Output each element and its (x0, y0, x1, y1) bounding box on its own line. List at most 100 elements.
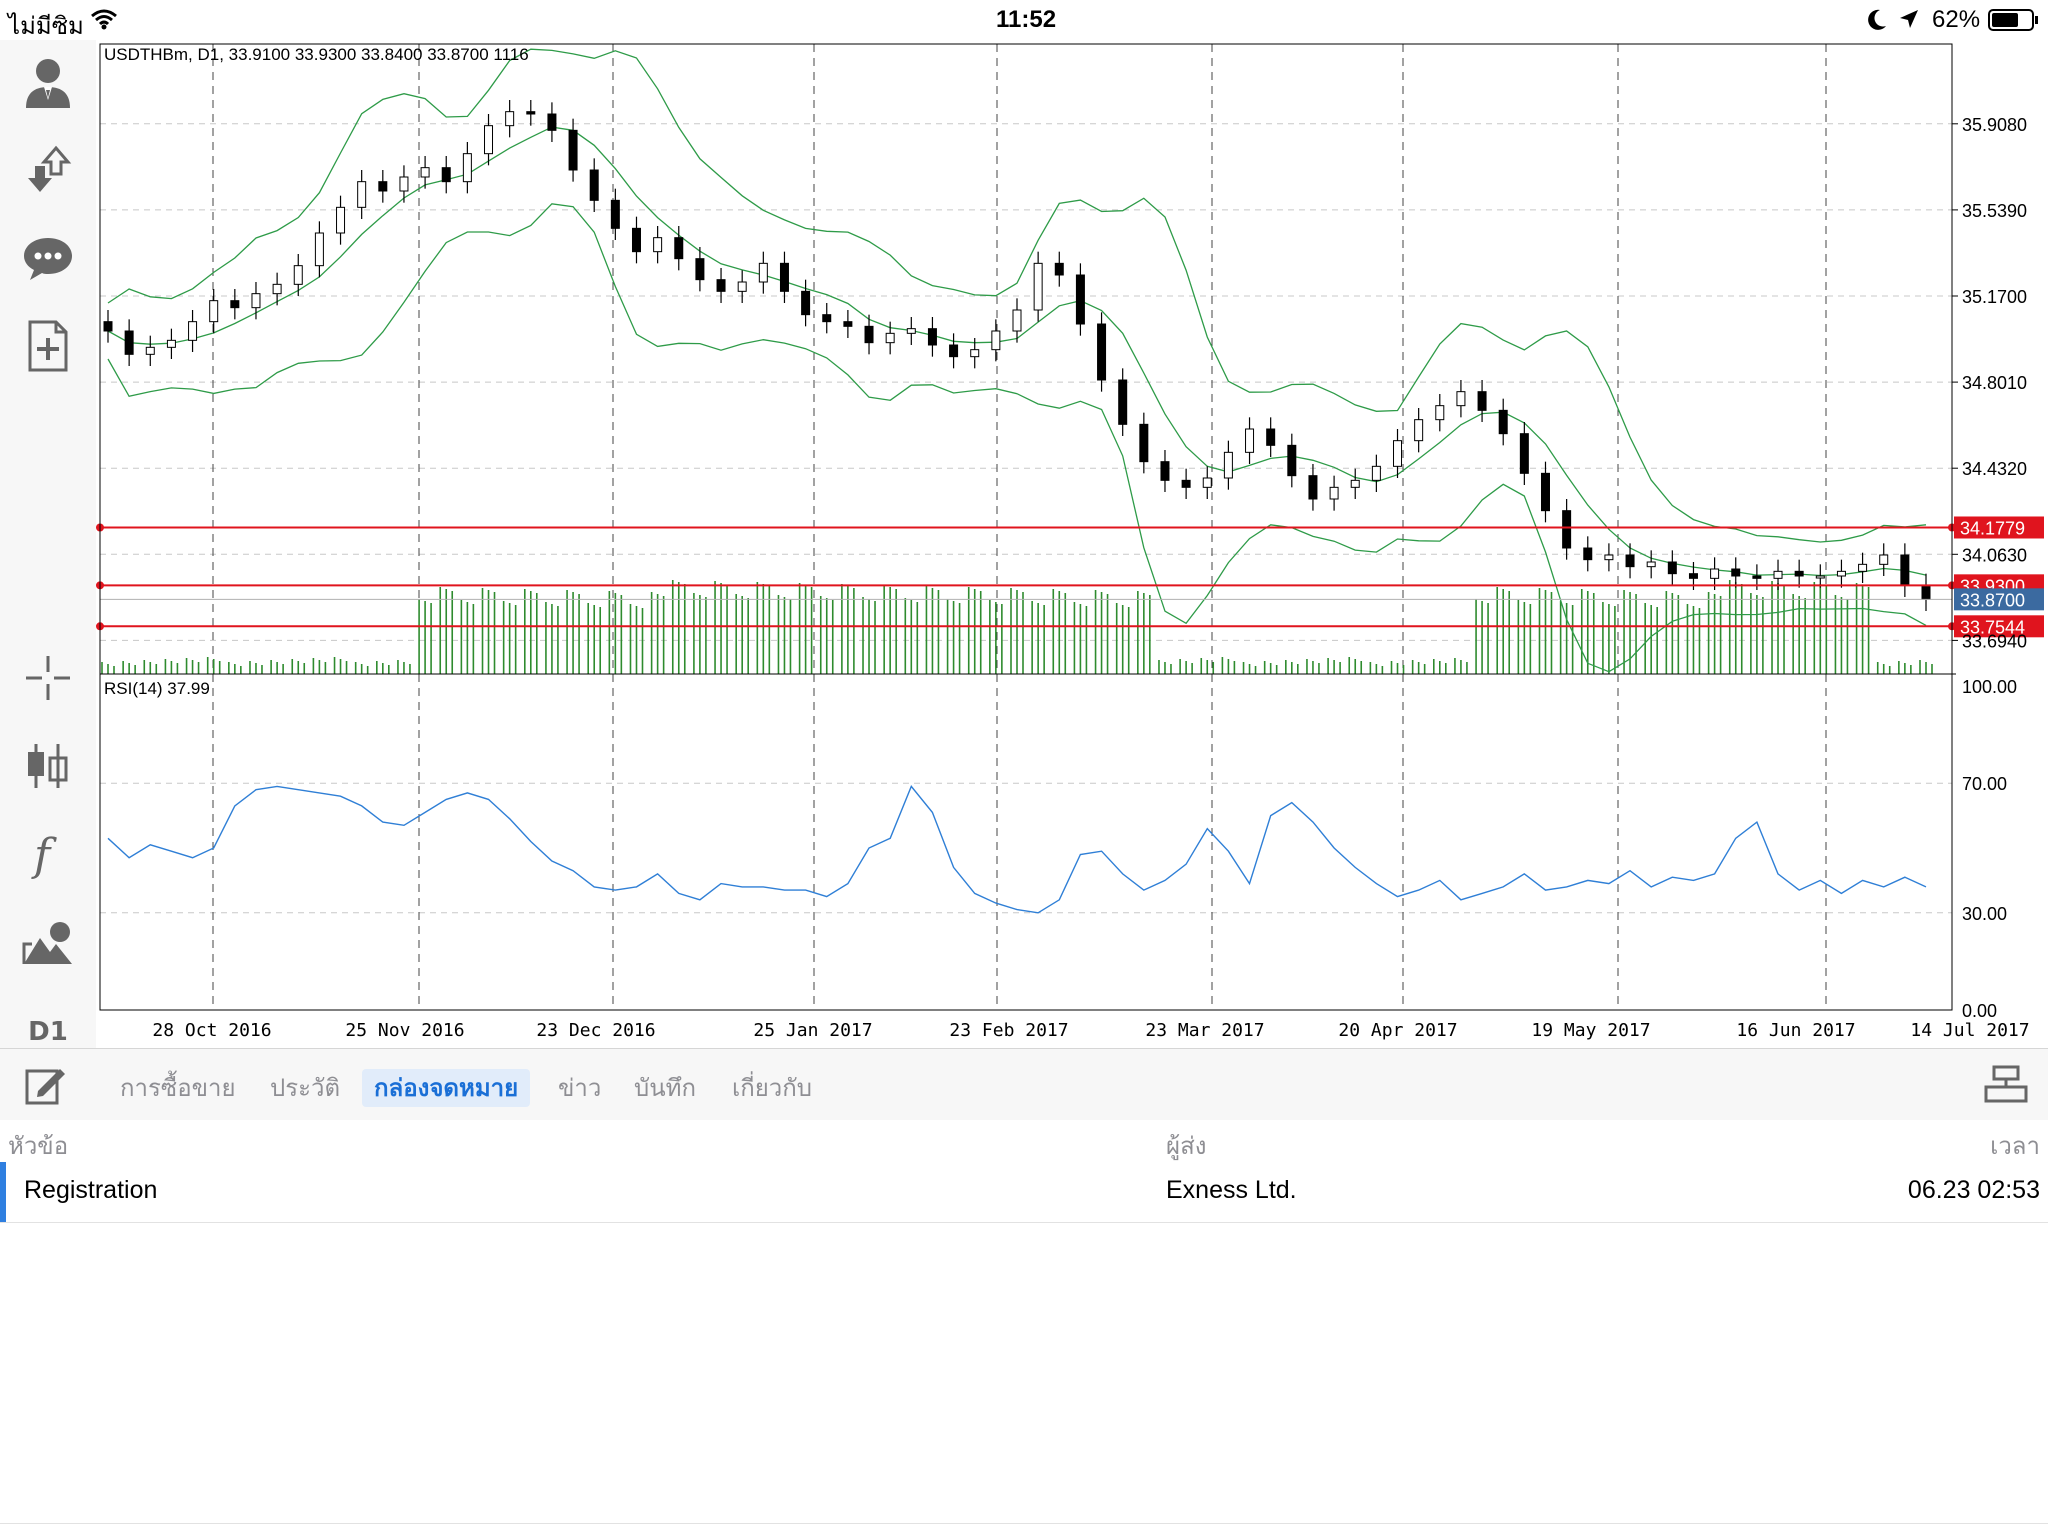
candle-body (166, 339, 176, 348)
candle-body (568, 129, 578, 171)
indicators-button[interactable]: f (18, 826, 78, 886)
account-button[interactable] (18, 54, 78, 114)
svg-text:f: f (31, 830, 57, 881)
candle-body (1287, 444, 1297, 477)
empty-row (0, 1463, 2048, 1524)
crosshair-icon (20, 650, 76, 710)
candle-body (145, 346, 155, 355)
rsi-header: RSI(14) 37.99 (104, 679, 210, 698)
candle-body (631, 227, 641, 253)
candle-body (801, 290, 811, 316)
tab-0[interactable]: การซื้อขาย (120, 1074, 236, 1102)
band-upper (107, 48, 1927, 543)
rsi-path (107, 785, 1927, 914)
date-tick-label: 23 Feb 2017 (949, 1020, 1068, 1041)
price-label-box (1954, 588, 2044, 611)
new-order-button[interactable] (18, 318, 78, 378)
location-icon (1898, 8, 1920, 36)
candle-body (1773, 570, 1783, 579)
mail-subject: Registration (24, 1176, 158, 1204)
candle-body (1202, 477, 1212, 488)
battery-icon (1988, 8, 2040, 36)
candle-body (1879, 554, 1889, 565)
candle-body (1308, 475, 1318, 500)
unread-indicator (0, 1162, 6, 1222)
candle-body (420, 167, 430, 178)
chart-type-button[interactable] (18, 738, 78, 798)
mail-row[interactable]: Registration Exness Ltd. 06.23 02:53 (0, 1162, 2048, 1223)
candle-body (1477, 391, 1487, 411)
candle-body (653, 237, 663, 253)
candle-body (1688, 573, 1698, 579)
candle-body (779, 262, 789, 292)
empty-row (0, 1403, 2048, 1464)
candle-body (1498, 409, 1508, 435)
candle-body (314, 232, 324, 267)
candle-body (1604, 554, 1614, 561)
mailbox-column-headers: หัวข้อ ผู้ส่ง เวลา (0, 1120, 2048, 1162)
candle-body (1414, 419, 1424, 442)
price-chart[interactable]: 34.1779 33.9300 33.8700 33.7544 35.9080 35.5… (96, 40, 2048, 1048)
tab-1[interactable]: ประวัติ (270, 1074, 341, 1102)
candle-body (462, 153, 472, 183)
candle-body (1646, 561, 1656, 568)
date-tick-label: 16 Jun 2017 (1736, 1020, 1855, 1041)
date-tick-label: 14 Jul 2017 (1910, 1020, 2029, 1041)
price-tick-label: 34.4320 (1962, 459, 2027, 479)
candle-body (209, 300, 219, 323)
timeframe-button[interactable]: D1 (28, 1017, 68, 1047)
candle-body (695, 258, 705, 281)
candle-body (251, 293, 261, 309)
column-sender: ผู้ส่ง (1166, 1132, 1207, 1160)
candle-body (272, 283, 282, 295)
candle-body (1245, 428, 1255, 453)
trade-button[interactable] (18, 142, 78, 202)
candle-body (1836, 570, 1846, 577)
candle-body (230, 300, 240, 309)
edit-icon (24, 1069, 68, 1111)
candle-body (1350, 479, 1360, 488)
candle-body (1583, 547, 1593, 561)
candle-body (103, 321, 113, 332)
tab-4[interactable]: บันทึก (634, 1074, 696, 1102)
candle-body (1667, 561, 1677, 575)
candle-body (589, 169, 599, 201)
chart-toolbar: f D1 (0, 40, 96, 1048)
tab-2[interactable]: กล่องจดหมาย (362, 1069, 531, 1107)
edit-button[interactable] (24, 1063, 68, 1111)
status-bar: ไม่มีซิม 11:52 62% (0, 0, 2048, 40)
candle-body (124, 330, 134, 355)
date-tick-label: 20 Apr 2017 (1338, 1020, 1457, 1041)
candle-body (949, 344, 959, 358)
candle-body (758, 262, 768, 283)
objects-button[interactable] (18, 914, 78, 974)
candle-body (1329, 486, 1339, 500)
rsi-tick-label: 30.00 (1962, 904, 2007, 924)
chat-button[interactable] (18, 230, 78, 290)
band-lower (107, 203, 1927, 673)
candle-body (1625, 554, 1635, 568)
candle-body (737, 281, 747, 292)
empty-row (0, 1343, 2048, 1404)
date-tick-label: 25 Jan 2017 (753, 1020, 872, 1041)
tab-3[interactable]: ข่าว (558, 1074, 602, 1102)
candle-body (1731, 568, 1741, 577)
candle-body (1371, 465, 1381, 481)
mail-sender: Exness Ltd. (1166, 1176, 1297, 1204)
crosshair-button[interactable] (18, 650, 78, 710)
candle-body (1054, 262, 1064, 276)
layout-button[interactable] (1984, 1065, 2028, 1109)
candle-body (357, 181, 367, 208)
candle-body (674, 237, 684, 260)
new-order-icon (20, 318, 76, 378)
price-label-box (1954, 516, 2044, 539)
candle-body (1815, 575, 1825, 579)
candle-body (970, 349, 980, 358)
candle-body (927, 328, 937, 346)
layout-icon (1984, 1065, 2028, 1109)
candle-body (293, 265, 303, 285)
tab-5[interactable]: เกี่ยวกับ (732, 1074, 813, 1102)
battery-percent: 62% (1932, 6, 1981, 33)
